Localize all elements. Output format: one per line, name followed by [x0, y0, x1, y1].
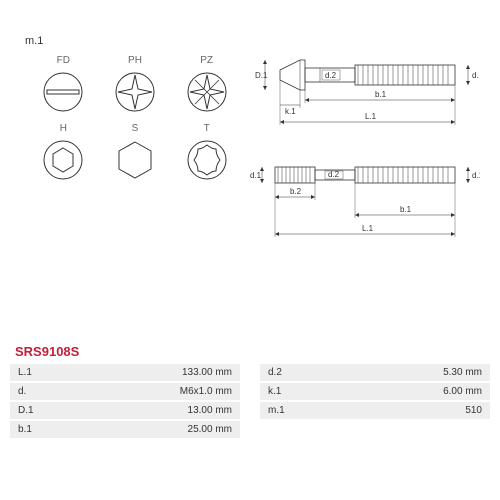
spec-value: 6.00 mm [303, 386, 482, 397]
spec-value: 133.00 mm [53, 367, 232, 378]
drive-type-ph: PH [107, 55, 164, 113]
dim-L1-bottom: L.1 [362, 224, 374, 233]
hex-external-icon [114, 139, 156, 181]
hex-socket-icon [42, 139, 84, 181]
dim-b1: b.1 [375, 90, 387, 99]
spec-value: 25.00 mm [53, 424, 232, 435]
pozidriv-drive-icon [186, 71, 228, 113]
part-number: SRS9108S [10, 344, 490, 359]
dim-L1: L.1 [365, 112, 377, 121]
drive-type-s: S [107, 123, 164, 181]
specifications-table: SRS9108S L.1133.00 mm d.M6x1.0 mm D.113.… [10, 344, 490, 440]
spec-value: 13.00 mm [53, 405, 232, 416]
drive-label: T [178, 123, 235, 134]
dim-k1: k.1 [285, 107, 296, 116]
table-row: d.M6x1.0 mm [10, 383, 240, 400]
flat-drive-icon [42, 71, 84, 113]
spec-label: m.1 [268, 405, 303, 416]
spec-value: M6x1.0 mm [53, 386, 232, 397]
spec-value: 5.30 mm [303, 367, 482, 378]
dim-d1-right: d.1 [472, 171, 480, 180]
table-row: m.1510 [260, 402, 490, 419]
dim-d2-bottom: d.2 [328, 170, 340, 179]
drive-label: S [107, 123, 164, 134]
drive-label: PZ [178, 55, 235, 66]
table-row: d.25.30 mm [260, 364, 490, 381]
dim-b1-bottom: b.1 [400, 205, 412, 214]
drive-label: FD [35, 55, 92, 66]
dim-D1: D.1 [255, 71, 268, 80]
dim-d1-left: d.1 [250, 171, 262, 180]
drive-type-fd: FD [35, 55, 92, 113]
dim-d2: d.2 [325, 71, 337, 80]
table-row: D.113.00 mm [10, 402, 240, 419]
diagram-area: m.1 FD PH PZ H S [10, 10, 490, 300]
drive-type-h: H [35, 123, 92, 181]
table-row: L.1133.00 mm [10, 364, 240, 381]
spec-label: L.1 [18, 367, 53, 378]
phillips-drive-icon [114, 71, 156, 113]
drive-label: H [35, 123, 92, 134]
drive-type-t: T [178, 123, 235, 181]
screw-technical-drawing: D.1 d.2 d. b.1 [250, 40, 480, 280]
drive-type-pz: PZ [178, 55, 235, 113]
table-row: b.125.00 mm [10, 421, 240, 438]
spec-label: d.2 [268, 367, 303, 378]
spec-grid: L.1133.00 mm d.M6x1.0 mm D.113.00 mm b.1… [10, 364, 490, 440]
spec-label: k.1 [268, 386, 303, 397]
spec-value: 510 [303, 405, 482, 416]
table-row: k.16.00 mm [260, 383, 490, 400]
spec-label: b.1 [18, 424, 53, 435]
dim-b2: b.2 [290, 187, 302, 196]
spec-label: d. [18, 386, 53, 397]
drive-label: PH [107, 55, 164, 66]
section-label: m.1 [25, 35, 43, 47]
spec-label: D.1 [18, 405, 53, 416]
drive-types-grid: FD PH PZ H S [35, 55, 235, 181]
torx-drive-icon [186, 139, 228, 181]
dim-d: d. [472, 71, 479, 80]
